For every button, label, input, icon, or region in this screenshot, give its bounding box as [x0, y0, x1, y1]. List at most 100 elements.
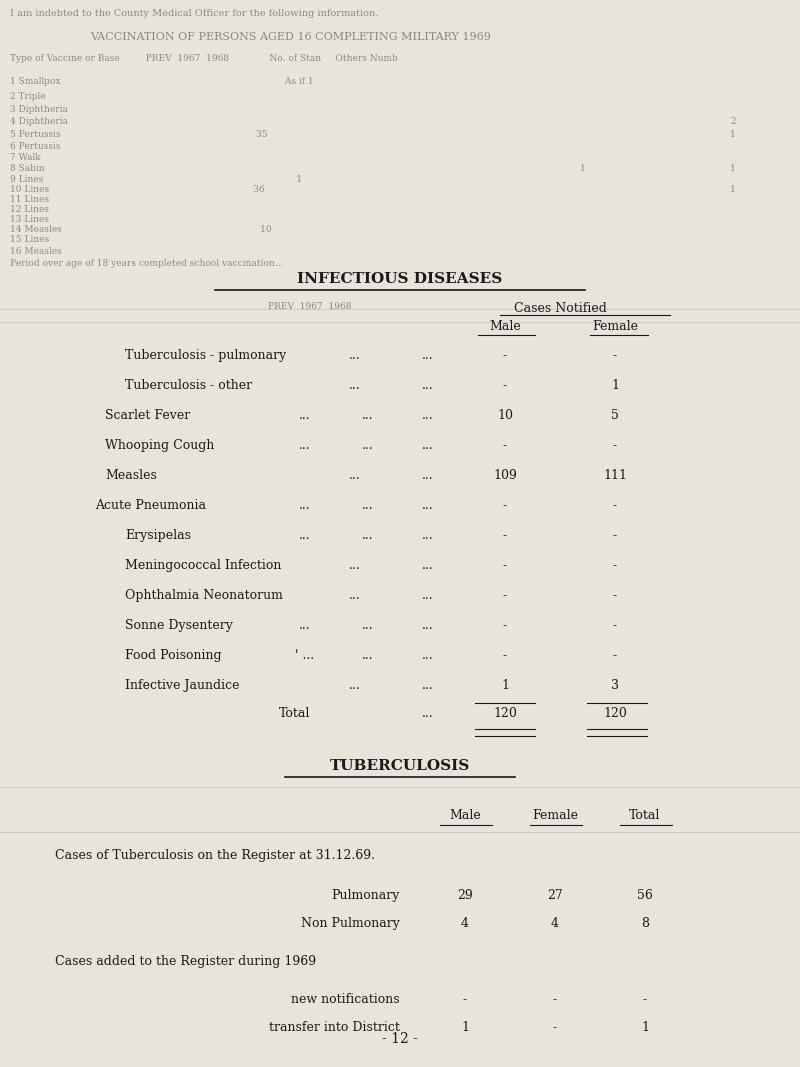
Text: ...: ...: [299, 529, 311, 542]
Text: VACCINATION OF PERSONS AGED 16 COMPLETING MILITARY 1969: VACCINATION OF PERSONS AGED 16 COMPLETIN…: [90, 32, 491, 42]
Text: Cases of Tuberculosis on the Register at 31.12.69.: Cases of Tuberculosis on the Register at…: [55, 849, 375, 862]
Text: Tuberculosis - pulmonary: Tuberculosis - pulmonary: [125, 349, 286, 362]
Text: PREV  1967  1968: PREV 1967 1968: [268, 302, 352, 310]
Text: 2 Triple: 2 Triple: [10, 92, 298, 101]
Text: 1: 1: [730, 130, 736, 139]
Text: 1: 1: [730, 164, 736, 173]
Text: 1: 1: [501, 679, 509, 692]
Text: 1: 1: [461, 1021, 469, 1034]
Text: 1 Smallpox                                                                      : 1 Smallpox: [10, 77, 314, 86]
Text: Whooping Cough: Whooping Cough: [105, 439, 214, 452]
Text: Male: Male: [489, 320, 521, 333]
Text: 11 Lines: 11 Lines: [10, 195, 302, 204]
Text: 12 Lines: 12 Lines: [10, 205, 302, 214]
Text: 120: 120: [493, 707, 517, 720]
Text: ...: ...: [349, 379, 361, 392]
Text: -: -: [503, 439, 507, 452]
Text: -: -: [613, 559, 617, 572]
Text: 10: 10: [497, 409, 513, 423]
Text: Ophthalmia Neonatorum: Ophthalmia Neonatorum: [125, 589, 283, 602]
Text: ...: ...: [299, 619, 311, 632]
Text: I am indebted to the County Medical Officer for the following information.: I am indebted to the County Medical Offi…: [10, 9, 378, 18]
Text: -: -: [503, 619, 507, 632]
Text: Meningococcal Infection: Meningococcal Infection: [125, 559, 282, 572]
Text: -: -: [503, 529, 507, 542]
Text: Scarlet Fever: Scarlet Fever: [105, 409, 190, 423]
Text: -: -: [613, 499, 617, 512]
Text: ...: ...: [299, 499, 311, 512]
Text: -: -: [613, 619, 617, 632]
Text: ...: ...: [422, 469, 434, 482]
Text: ...: ...: [422, 379, 434, 392]
Text: ...: ...: [362, 499, 374, 512]
Text: -: -: [503, 379, 507, 392]
Text: ...: ...: [422, 439, 434, 452]
Text: ' ...: ' ...: [295, 649, 314, 662]
Text: ...: ...: [299, 439, 311, 452]
Text: 4 Diphtheria: 4 Diphtheria: [10, 117, 310, 126]
Text: ...: ...: [299, 409, 311, 423]
Text: ...: ...: [422, 619, 434, 632]
Text: -: -: [643, 993, 647, 1006]
Text: 10 Lines                                                                       3: 10 Lines 3: [10, 185, 308, 194]
Text: -: -: [613, 439, 617, 452]
Text: 13 Lines: 13 Lines: [10, 214, 302, 224]
Text: TUBERCULOSIS: TUBERCULOSIS: [330, 759, 470, 773]
Text: Total: Total: [278, 707, 310, 720]
Text: ...: ...: [362, 649, 374, 662]
Text: Female: Female: [532, 809, 578, 822]
Text: Infective Jaundice: Infective Jaundice: [125, 679, 239, 692]
Text: Acute Pneumonia: Acute Pneumonia: [95, 499, 206, 512]
Text: 1: 1: [611, 379, 619, 392]
Text: 29: 29: [457, 889, 473, 902]
Text: ...: ...: [422, 707, 434, 720]
Text: 120: 120: [603, 707, 627, 720]
Text: 56: 56: [637, 889, 653, 902]
Text: - 12 -: - 12 -: [382, 1032, 418, 1046]
Text: Period over age of 18 years completed school vaccination...: Period over age of 18 years completed sc…: [10, 259, 390, 268]
Text: 8 Sabin: 8 Sabin: [10, 164, 301, 173]
Text: ...: ...: [362, 439, 374, 452]
Text: -: -: [613, 529, 617, 542]
Text: Cases added to the Register during 1969: Cases added to the Register during 1969: [55, 955, 316, 968]
Text: -: -: [503, 499, 507, 512]
Text: 3: 3: [611, 679, 619, 692]
Text: 14 Measles                                                                     1: 14 Measles 1: [10, 225, 314, 234]
Text: ...: ...: [422, 649, 434, 662]
Text: 109: 109: [493, 469, 517, 482]
Text: -: -: [503, 649, 507, 662]
Text: 15 Lines: 15 Lines: [10, 235, 302, 244]
Text: Food Poisoning: Food Poisoning: [125, 649, 222, 662]
Text: Male: Male: [449, 809, 481, 822]
Text: ...: ...: [422, 349, 434, 362]
Text: -: -: [613, 589, 617, 602]
Text: ...: ...: [422, 559, 434, 572]
Text: Measles: Measles: [105, 469, 157, 482]
Text: Type of Vaccine or Base         PREV  1967  1968              No. of Stan     Ot: Type of Vaccine or Base PREV 1967 1968 N…: [10, 54, 398, 63]
Text: ...: ...: [362, 529, 374, 542]
Text: ...: ...: [349, 559, 361, 572]
Text: 111: 111: [603, 469, 627, 482]
Text: -: -: [503, 589, 507, 602]
Text: -: -: [503, 559, 507, 572]
Text: 9 Lines                                                                         : 9 Lines: [10, 175, 302, 184]
Text: ...: ...: [422, 409, 434, 423]
Text: Non Pulmonary: Non Pulmonary: [301, 917, 400, 930]
Text: Female: Female: [592, 320, 638, 333]
Text: ...: ...: [422, 679, 434, 692]
Text: 6 Pertussis: 6 Pertussis: [10, 142, 305, 152]
Text: INFECTIOUS DISEASES: INFECTIOUS DISEASES: [298, 272, 502, 286]
Text: 16 Measles: 16 Measles: [10, 246, 309, 256]
Text: -: -: [553, 993, 557, 1006]
Text: ...: ...: [349, 679, 361, 692]
Text: 1: 1: [730, 185, 736, 194]
Text: -: -: [613, 649, 617, 662]
Text: 1: 1: [580, 164, 586, 173]
Text: ...: ...: [349, 589, 361, 602]
Text: 5: 5: [611, 409, 619, 423]
Text: ...: ...: [362, 409, 374, 423]
Text: ...: ...: [422, 529, 434, 542]
Text: 5 Pertussis                                                                    3: 5 Pertussis 3: [10, 130, 310, 139]
Text: 7 Walk: 7 Walk: [10, 153, 299, 162]
Text: Total: Total: [630, 809, 661, 822]
